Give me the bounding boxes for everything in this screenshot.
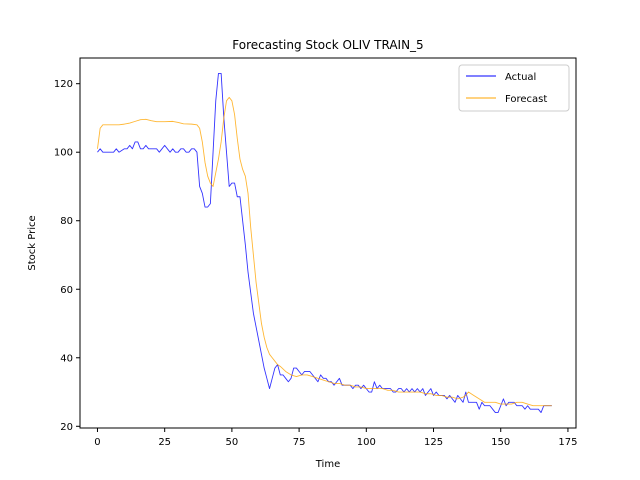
legend: Actual Forecast (458, 64, 570, 112)
x-tick-label: 100 (357, 437, 376, 448)
x-axis-label: Time (315, 459, 340, 470)
plot-frame (79, 57, 577, 429)
legend-label-actual: Actual (505, 72, 536, 83)
y-tick-label: 20 (60, 422, 73, 433)
chart-title: Forecasting Stock OLIV TRAIN_5 (232, 38, 423, 52)
legend-label-forecast: Forecast (505, 94, 547, 105)
x-tick-label: 150 (491, 437, 510, 448)
y-tick-label: 100 (54, 148, 73, 159)
ticks-layer: 0 25 50 75 100 125 150 175 20 40 60 80 100 120 (54, 79, 578, 448)
y-tick-label: 40 (60, 353, 73, 364)
x-tick-label: 125 (424, 437, 443, 448)
series-line-forecast (97, 96, 552, 407)
y-tick-label: 120 (54, 79, 73, 90)
y-axis-label: Stock Price (27, 215, 38, 270)
x-tick-label: 75 (293, 437, 306, 448)
x-tick-label: 0 (94, 437, 100, 448)
series-layer (97, 72, 552, 414)
y-tick-label: 60 (60, 285, 73, 296)
y-tick-label: 80 (60, 216, 73, 227)
x-tick-label: 50 (226, 437, 239, 448)
x-tick-label: 175 (558, 437, 577, 448)
x-tick-label: 25 (158, 437, 171, 448)
